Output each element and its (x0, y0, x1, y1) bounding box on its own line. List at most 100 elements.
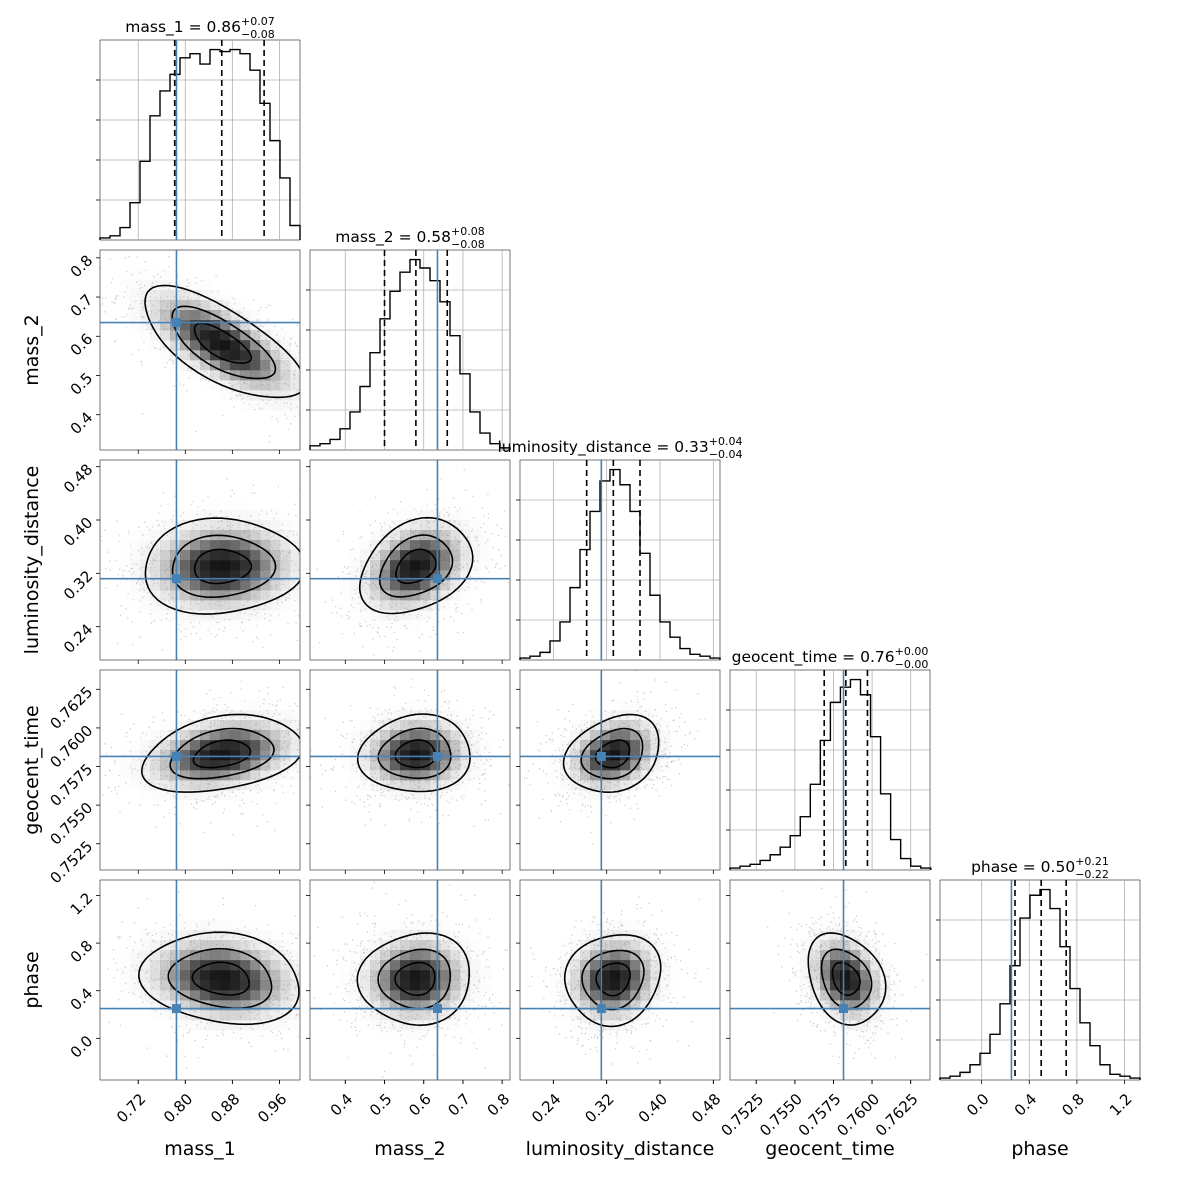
density-bin (610, 1020, 621, 1031)
density-bin (660, 980, 671, 991)
density-bin (560, 940, 571, 951)
density-bin (580, 980, 591, 991)
density-bin (290, 990, 300, 1001)
density-bin (150, 310, 161, 321)
density-bin (150, 780, 161, 791)
density-bin (210, 790, 221, 801)
density-bin (650, 770, 661, 781)
y-axis-label-phase: phase (21, 951, 43, 1008)
density-bin (250, 960, 261, 971)
density-bin (220, 600, 231, 611)
density-bin (450, 570, 461, 581)
density-bin (360, 590, 371, 601)
density-bin (270, 340, 281, 351)
density-bin (620, 740, 631, 751)
density-bin (170, 360, 181, 371)
density-bin (440, 550, 451, 561)
density-bin (410, 950, 421, 961)
x-tick-label: 0.88 (207, 1090, 243, 1126)
density-bin (390, 760, 401, 771)
density-bin (270, 730, 281, 741)
density-bin (270, 390, 281, 401)
panel-frame (99, 459, 301, 661)
density-bin (130, 600, 141, 611)
density-bin (200, 620, 211, 631)
density-bin (290, 770, 300, 781)
density-bin (180, 800, 191, 811)
panel-frame (99, 249, 301, 451)
contour-line (137, 931, 300, 1026)
density-bin (280, 400, 291, 411)
density-bin (640, 1010, 651, 1021)
density-bin (140, 980, 151, 991)
density-bin (230, 300, 241, 311)
density-bin (580, 790, 591, 801)
density-bin (430, 780, 441, 791)
density-bin (380, 620, 391, 631)
density-bin (230, 360, 241, 371)
density-bin (400, 1030, 411, 1041)
truth-marker (171, 751, 181, 761)
density-bin (800, 980, 811, 991)
y-tick-label: 0.7525 (47, 837, 97, 887)
truth-marker (432, 751, 442, 761)
x-tick-label: 0.4 (1011, 1090, 1041, 1120)
density-bin (440, 740, 451, 751)
density-bin (360, 1010, 371, 1021)
density-bin (250, 750, 261, 761)
density-bin (250, 760, 261, 771)
density-bin (120, 310, 131, 321)
y-tick-label: 0.6 (67, 330, 97, 360)
density-bin (820, 1010, 831, 1021)
density-bin (590, 1020, 601, 1031)
density-bin (640, 750, 651, 761)
density-bin (200, 320, 211, 331)
density-bin (420, 740, 431, 751)
density-bin (160, 950, 171, 961)
density-bin (160, 920, 171, 931)
density-bin (360, 990, 371, 1001)
density-bin (240, 1000, 251, 1011)
density-bin (130, 740, 141, 751)
density-bin (180, 770, 191, 781)
density-bin (230, 730, 241, 741)
density-bin (430, 700, 441, 711)
density-bin (190, 310, 201, 321)
density-bin (410, 560, 421, 571)
y-tick-label: 1.2 (67, 889, 97, 919)
density-bin (860, 1020, 871, 1031)
density-bin (280, 600, 291, 611)
density-bin (260, 940, 271, 951)
density-bin (460, 560, 471, 571)
density-bin (590, 1010, 601, 1021)
density-bin (350, 960, 361, 971)
density-bin (370, 1020, 381, 1031)
density-bin (260, 370, 271, 381)
density-bin (640, 1000, 651, 1011)
density-bin (200, 290, 211, 301)
density-bin (140, 990, 151, 1001)
density-bin (620, 730, 631, 741)
density-bin (550, 990, 561, 1001)
density-bin (220, 940, 231, 951)
density-bin (150, 340, 161, 351)
contour-line (394, 961, 436, 997)
density-bin (390, 790, 401, 801)
density-bin (600, 930, 611, 941)
density-bin (120, 770, 131, 781)
density-bin (260, 540, 271, 551)
density-bin (410, 540, 421, 551)
density-bin (410, 720, 421, 731)
density-bin (240, 360, 251, 371)
density-bin (440, 940, 451, 951)
density-bin (190, 280, 201, 291)
density-bin (220, 310, 231, 321)
density-bin (210, 590, 221, 601)
density-bin (280, 950, 291, 961)
density-bin (390, 1000, 401, 1011)
density-bin (220, 520, 231, 531)
density-bin (220, 370, 231, 381)
density-bin (390, 940, 401, 951)
density-bin (210, 510, 221, 521)
density-bin (210, 730, 221, 741)
